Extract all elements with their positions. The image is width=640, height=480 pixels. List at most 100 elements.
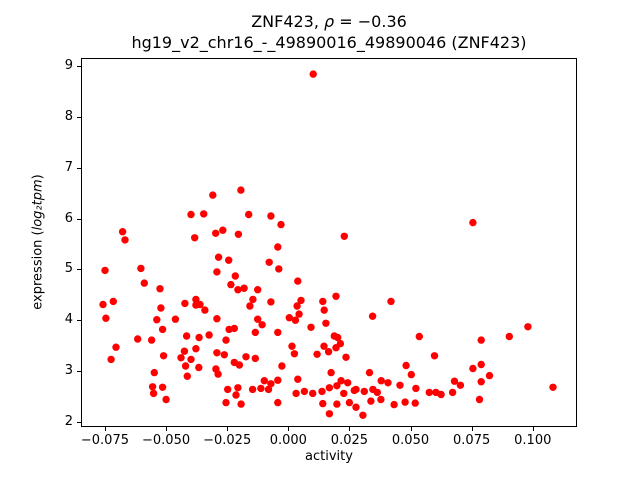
data-point	[200, 210, 208, 218]
data-point	[251, 328, 259, 337]
data-point	[411, 399, 419, 407]
data-point	[251, 354, 259, 363]
data-point	[187, 355, 195, 364]
data-point	[475, 395, 484, 404]
y-tick-label: 5	[64, 261, 73, 277]
x-tick-mark	[471, 427, 473, 431]
data-point	[327, 368, 335, 377]
data-point	[237, 400, 245, 408]
y-axis-label: expression (log₂tpm)	[31, 174, 46, 309]
data-point	[227, 280, 235, 289]
x-tick-mark	[410, 427, 412, 431]
chart-subtitle: hg19_v2_chr16_-_49890016_49890046 (ZNF42…	[131, 33, 527, 52]
data-point	[337, 377, 345, 385]
data-point	[213, 268, 221, 276]
data-point	[101, 266, 109, 275]
data-point	[524, 323, 532, 331]
data-point	[325, 384, 334, 392]
data-point	[309, 389, 317, 398]
rho-symbol: ρ	[324, 12, 335, 31]
data-point	[456, 381, 465, 389]
data-point	[448, 388, 457, 397]
data-point	[192, 301, 200, 309]
data-point	[396, 381, 404, 389]
data-point	[187, 210, 195, 219]
data-point	[192, 345, 200, 353]
x-tick-label: −0.050	[142, 433, 191, 448]
data-point	[225, 256, 233, 264]
data-point	[320, 342, 328, 350]
data-point	[150, 368, 158, 377]
data-point	[118, 228, 127, 236]
data-point	[213, 349, 221, 357]
y-axis-label-suffix: )	[30, 174, 46, 180]
data-point	[242, 353, 250, 361]
data-point	[257, 384, 265, 393]
data-point	[294, 375, 302, 383]
data-point	[159, 352, 168, 360]
data-point	[469, 218, 477, 227]
data-point	[401, 398, 409, 406]
data-point	[234, 384, 242, 392]
data-point	[235, 361, 244, 369]
data-point	[359, 411, 367, 419]
plot-area	[81, 58, 577, 427]
x-tick-mark	[166, 427, 168, 431]
data-point	[295, 310, 303, 318]
data-point	[290, 350, 299, 358]
data-point	[300, 387, 309, 396]
data-point	[182, 332, 191, 340]
data-point	[294, 277, 302, 285]
data-point	[307, 323, 315, 331]
data-point	[384, 379, 392, 387]
data-point	[148, 383, 157, 391]
data-point	[240, 284, 248, 292]
y-tick-mark	[77, 320, 81, 322]
x-tick-mark	[288, 427, 290, 431]
data-point	[153, 316, 161, 324]
data-point	[237, 186, 245, 194]
data-point	[180, 347, 189, 355]
data-point	[264, 385, 273, 394]
data-point	[285, 314, 293, 322]
y-tick-label: 9	[64, 57, 73, 73]
data-point	[158, 325, 167, 334]
y-tick-mark	[77, 421, 81, 423]
data-point	[334, 333, 342, 342]
data-point	[177, 354, 185, 362]
data-point	[549, 383, 557, 391]
data-point	[485, 371, 494, 380]
data-point	[267, 380, 275, 388]
y-tick-label: 6	[64, 210, 73, 226]
data-point	[134, 335, 142, 343]
data-point	[183, 372, 191, 380]
data-point	[191, 234, 199, 242]
y-tick-label: 8	[64, 108, 73, 124]
y-tick-mark	[77, 167, 81, 169]
chart-title: ZNF423, ρ = −0.36	[81, 12, 577, 32]
data-point	[274, 376, 282, 384]
data-point	[350, 386, 358, 395]
data-point	[293, 302, 301, 310]
data-point	[140, 279, 148, 287]
data-point	[156, 285, 164, 293]
data-point	[336, 339, 345, 348]
data-point	[158, 383, 167, 391]
data-point	[412, 384, 420, 393]
data-point	[291, 316, 300, 324]
data-point	[377, 377, 385, 385]
data-point	[477, 336, 485, 344]
data-point	[318, 387, 326, 396]
y-tick-mark	[77, 65, 81, 67]
data-point	[232, 391, 240, 399]
data-point	[407, 370, 415, 379]
data-point	[213, 315, 221, 323]
x-axis-label: activity	[305, 449, 353, 464]
data-point	[324, 348, 333, 356]
data-point	[278, 362, 286, 370]
y-tick-label: 7	[64, 159, 73, 175]
x-tick-mark	[227, 427, 229, 431]
data-point	[162, 395, 170, 404]
data-point	[265, 258, 273, 266]
data-point	[469, 364, 477, 373]
